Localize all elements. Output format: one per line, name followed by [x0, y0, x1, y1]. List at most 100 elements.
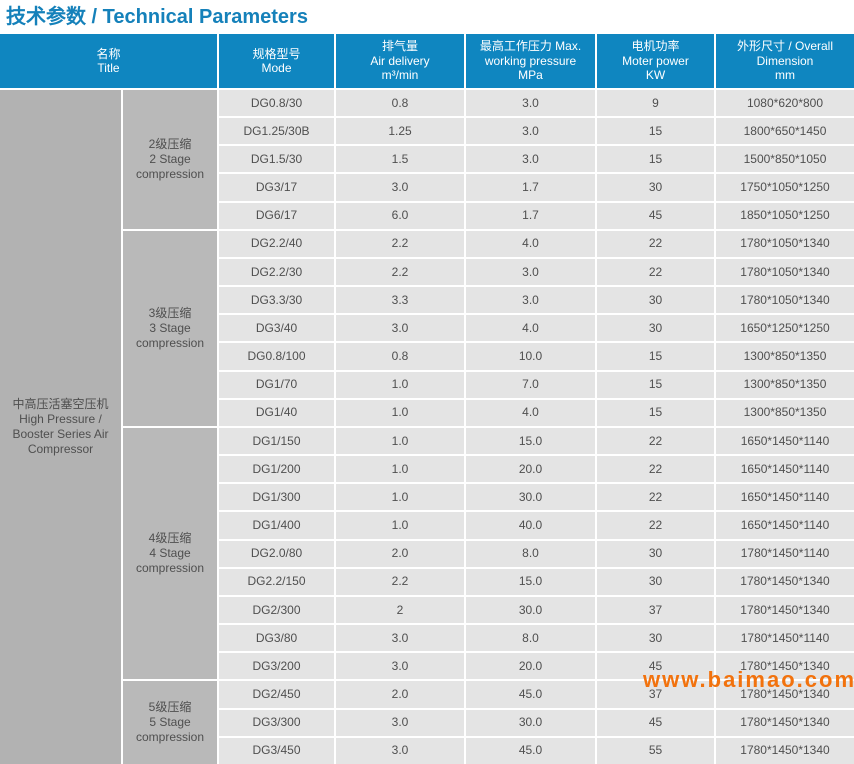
- mode-cell: DG2/300: [219, 596, 334, 624]
- air-delivery-cell: 3.0: [336, 737, 464, 764]
- mode-cell: DG2.2/150: [219, 568, 334, 595]
- technical-parameters-table: 名称 Title 规格型号 Mode 排气量 Air delivery m³/m…: [0, 34, 854, 764]
- air-delivery-cell: 2.0: [336, 681, 464, 708]
- motor-power-cell: 9: [597, 90, 714, 117]
- motor-power-cell: 15: [597, 118, 714, 145]
- mode-cell: DG2.2/30: [219, 258, 334, 286]
- motor-power-cell: 22: [597, 230, 714, 257]
- max-pressure-cell: 30.0: [466, 596, 595, 624]
- mode-cell: DG3/300: [219, 709, 334, 736]
- dimension-cell: 1780*1450*1340: [716, 709, 854, 736]
- dimension-cell: 1780*1050*1340: [716, 230, 854, 257]
- max-pressure-cell: 3.0: [466, 258, 595, 286]
- mode-cell: DG3/80: [219, 625, 334, 652]
- mode-cell: DG3/450: [219, 737, 334, 764]
- air-delivery-cell: 1.0: [336, 484, 464, 511]
- max-pressure-cell: 40.0: [466, 512, 595, 539]
- dimension-cell: 1780*1450*1140: [716, 625, 854, 652]
- air-delivery-cell: 1.0: [336, 427, 464, 455]
- motor-power-cell: 15: [597, 146, 714, 173]
- motor-power-cell: 22: [597, 512, 714, 539]
- mode-cell: DG3/40: [219, 315, 334, 342]
- dimension-cell: 1500*850*1050: [716, 146, 854, 173]
- mode-cell: DG1/40: [219, 399, 334, 426]
- motor-power-cell: 30: [597, 174, 714, 201]
- mode-cell: DG6/17: [219, 202, 334, 229]
- motor-power-cell: 15: [597, 399, 714, 426]
- dimension-cell: 1850*1050*1250: [716, 202, 854, 229]
- max-pressure-cell: 20.0: [466, 456, 595, 483]
- header-max-pressure: 最高工作压力 Max. working pressure MPa: [466, 34, 595, 88]
- air-delivery-cell: 3.0: [336, 174, 464, 201]
- motor-power-cell: 55: [597, 737, 714, 764]
- motor-power-cell: 30: [597, 625, 714, 652]
- air-delivery-cell: 1.5: [336, 146, 464, 173]
- air-delivery-cell: 3.0: [336, 315, 464, 342]
- dimension-cell: 1300*850*1350: [716, 343, 854, 370]
- max-pressure-cell: 7.0: [466, 371, 595, 398]
- motor-power-cell: 45: [597, 653, 714, 680]
- dimension-cell: 1780*1450*1340: [716, 568, 854, 595]
- motor-power-cell: 15: [597, 343, 714, 370]
- motor-power-cell: 30: [597, 568, 714, 595]
- air-delivery-cell: 1.0: [336, 399, 464, 426]
- air-delivery-cell: 2.2: [336, 568, 464, 595]
- max-pressure-cell: 3.0: [466, 287, 595, 314]
- air-delivery-cell: 1.25: [336, 118, 464, 145]
- air-delivery-cell: 1.0: [336, 512, 464, 539]
- max-pressure-cell: 15.0: [466, 568, 595, 595]
- dimension-cell: 1750*1050*1250: [716, 174, 854, 201]
- header-title: 名称 Title: [0, 34, 217, 88]
- header-air-delivery: 排气量 Air delivery m³/min: [336, 34, 464, 88]
- motor-power-cell: 30: [597, 315, 714, 342]
- air-delivery-cell: 2.2: [336, 230, 464, 257]
- dimension-cell: 1780*1050*1340: [716, 287, 854, 314]
- max-pressure-cell: 4.0: [466, 399, 595, 426]
- dimension-cell: 1780*1050*1340: [716, 258, 854, 286]
- mode-cell: DG0.8/30: [219, 90, 334, 117]
- air-delivery-cell: 6.0: [336, 202, 464, 229]
- air-delivery-cell: 0.8: [336, 343, 464, 370]
- max-pressure-cell: 45.0: [466, 737, 595, 764]
- motor-power-cell: 30: [597, 287, 714, 314]
- max-pressure-cell: 8.0: [466, 540, 595, 567]
- dimension-cell: 1650*1450*1140: [716, 512, 854, 539]
- header-motor-power: 电机功率 Moter power KW: [597, 34, 714, 88]
- mode-cell: DG3/200: [219, 653, 334, 680]
- air-delivery-cell: 2: [336, 596, 464, 624]
- max-pressure-cell: 45.0: [466, 681, 595, 708]
- air-delivery-cell: 1.0: [336, 371, 464, 398]
- dimension-cell: 1800*650*1450: [716, 118, 854, 145]
- dimension-cell: 1650*1250*1250: [716, 315, 854, 342]
- motor-power-cell: 22: [597, 258, 714, 286]
- air-delivery-cell: 3.0: [336, 625, 464, 652]
- mode-cell: DG3/17: [219, 174, 334, 201]
- page-title: 技术参数 / Technical Parameters: [6, 6, 308, 28]
- motor-power-cell: 37: [597, 596, 714, 624]
- series-label-cell: 中高压活塞空压机 High Pressure / Booster Series …: [0, 90, 121, 764]
- dimension-cell: 1650*1450*1140: [716, 427, 854, 455]
- max-pressure-cell: 10.0: [466, 343, 595, 370]
- air-delivery-cell: 3.0: [336, 653, 464, 680]
- mode-cell: DG2.0/80: [219, 540, 334, 567]
- dimension-cell: 1780*1450*1340: [716, 596, 854, 624]
- air-delivery-cell: 3.0: [336, 709, 464, 736]
- dimension-cell: 1780*1450*1340: [716, 737, 854, 764]
- air-delivery-cell: 2.0: [336, 540, 464, 567]
- mode-cell: DG0.8/100: [219, 343, 334, 370]
- mode-cell: DG1.5/30: [219, 146, 334, 173]
- dimension-cell: 1300*850*1350: [716, 371, 854, 398]
- motor-power-cell: 37: [597, 681, 714, 708]
- air-delivery-cell: 0.8: [336, 90, 464, 117]
- max-pressure-cell: 4.0: [466, 230, 595, 257]
- stage-label-cell: 3级压缩 3 Stage compression: [123, 230, 217, 426]
- motor-power-cell: 30: [597, 540, 714, 567]
- dimension-cell: 1300*850*1350: [716, 399, 854, 426]
- max-pressure-cell: 15.0: [466, 427, 595, 455]
- motor-power-cell: 15: [597, 371, 714, 398]
- mode-cell: DG1/150: [219, 427, 334, 455]
- max-pressure-cell: 3.0: [466, 118, 595, 145]
- mode-cell: DG3.3/30: [219, 287, 334, 314]
- max-pressure-cell: 3.0: [466, 90, 595, 117]
- max-pressure-cell: 30.0: [466, 484, 595, 511]
